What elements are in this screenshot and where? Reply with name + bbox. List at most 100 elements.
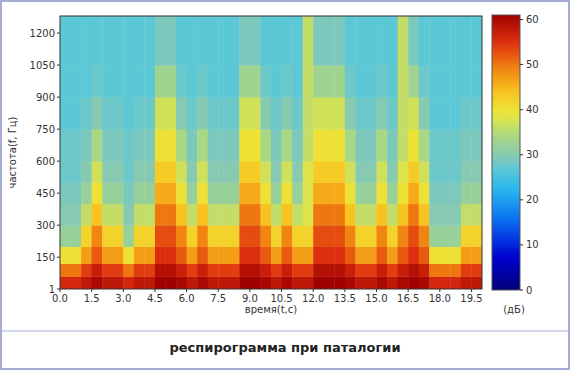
heatmap-cell xyxy=(166,97,177,129)
heatmap-cell xyxy=(92,204,103,226)
x-tick-label: 3.0 xyxy=(115,293,131,304)
heatmap-cell xyxy=(113,276,124,289)
heatmap-cell xyxy=(366,264,377,277)
heatmap-cell xyxy=(144,97,155,129)
colorbar-tick-label: 60 xyxy=(526,14,539,25)
heatmap-cell xyxy=(134,16,145,65)
heatmap-cell xyxy=(123,65,134,97)
heatmap-cell xyxy=(324,65,335,97)
heatmap-cell xyxy=(123,16,134,65)
heatmap-cell xyxy=(313,97,324,129)
heatmap-cell xyxy=(260,264,271,277)
heatmap-cell xyxy=(197,276,208,289)
heatmap-cell xyxy=(429,204,440,226)
heatmap-cell xyxy=(176,182,187,204)
heatmap-cell xyxy=(429,97,440,129)
heatmap-cell xyxy=(292,97,303,129)
heatmap-cell xyxy=(250,264,261,277)
heatmap-cell xyxy=(461,225,472,247)
heatmap-cell xyxy=(398,161,409,183)
heatmap-cell xyxy=(271,225,282,247)
heatmap-cell xyxy=(429,276,440,289)
y-tick-label: 300 xyxy=(36,220,55,231)
heatmap-cell xyxy=(218,161,229,183)
heatmap-cell xyxy=(208,225,219,247)
heatmap-cell xyxy=(450,225,461,247)
heatmap-cell xyxy=(440,182,451,204)
heatmap-cell xyxy=(419,65,430,97)
heatmap-cell xyxy=(419,161,430,183)
heatmap-cell xyxy=(366,276,377,289)
heatmap-cell xyxy=(60,276,71,289)
heatmap-cell xyxy=(218,97,229,129)
heatmap-cell xyxy=(92,16,103,65)
heatmap-cell xyxy=(398,182,409,204)
heatmap-cell xyxy=(355,182,366,204)
heatmap-cell xyxy=(292,225,303,247)
heatmap-cell xyxy=(271,204,282,226)
heatmap-cell xyxy=(218,16,229,65)
heatmap-cell xyxy=(313,225,324,247)
heatmap-cell xyxy=(471,16,482,65)
heatmap-cell xyxy=(387,161,398,183)
heatmap-cell xyxy=(113,264,124,277)
heatmap-cell xyxy=(218,264,229,277)
heatmap-cell xyxy=(471,247,482,264)
heatmap-cell xyxy=(102,182,113,204)
heatmap-cell xyxy=(176,247,187,264)
x-axis-label: время(t,c) xyxy=(245,304,297,315)
heatmap-cell xyxy=(313,182,324,204)
heatmap-cell xyxy=(313,129,324,161)
heatmap-cell xyxy=(282,97,293,129)
colorbar-tick-label: 30 xyxy=(526,149,539,160)
heatmap-cell xyxy=(197,129,208,161)
heatmap-cell xyxy=(471,65,482,97)
y-tick-label: 1200 xyxy=(30,28,55,39)
y-tick xyxy=(57,33,60,34)
heatmap-cell xyxy=(176,65,187,97)
heatmap-cell xyxy=(166,65,177,97)
heatmap-cell xyxy=(81,161,92,183)
heatmap-cell xyxy=(197,182,208,204)
heatmap-cell xyxy=(71,276,82,289)
heatmap-cell xyxy=(345,264,356,277)
heatmap-cell xyxy=(440,97,451,129)
heatmap-cell xyxy=(144,264,155,277)
heatmap-cell xyxy=(229,182,240,204)
x-tick-label: 9.0 xyxy=(242,293,258,304)
heatmap-cell xyxy=(60,225,71,247)
heatmap-cell xyxy=(324,225,335,247)
heatmap-cell xyxy=(218,129,229,161)
heatmap-cell xyxy=(377,264,388,277)
heatmap-cell xyxy=(282,65,293,97)
heatmap-cell xyxy=(355,276,366,289)
y-tick xyxy=(57,225,60,226)
heatmap-cell xyxy=(324,247,335,264)
heatmap-cell xyxy=(197,247,208,264)
heatmap-cell xyxy=(208,97,219,129)
heatmap-cell xyxy=(450,97,461,129)
heatmap-cell xyxy=(250,276,261,289)
colorbar-tick-label: 0 xyxy=(526,285,532,296)
heatmap-cell xyxy=(102,97,113,129)
colorbar-tick xyxy=(520,19,523,20)
heatmap-cell xyxy=(123,129,134,161)
heatmap-cell xyxy=(187,247,198,264)
heatmap-cell xyxy=(334,204,345,226)
chart-title: респирограмма при паталогии xyxy=(169,340,400,355)
heatmap-cell xyxy=(92,225,103,247)
heatmap-cell xyxy=(419,247,430,264)
heatmap-cell xyxy=(134,161,145,183)
heatmap-cell xyxy=(303,65,314,97)
colorbar-tick xyxy=(520,244,523,245)
heatmap-cell xyxy=(461,247,472,264)
heatmap-cell xyxy=(102,129,113,161)
heatmap-cell xyxy=(429,225,440,247)
heatmap-cell xyxy=(398,129,409,161)
heatmap-cell xyxy=(187,225,198,247)
heatmap-cell xyxy=(81,276,92,289)
heatmap-cell xyxy=(398,16,409,65)
heatmap-cell xyxy=(81,225,92,247)
heatmap-cell xyxy=(208,247,219,264)
y-tick xyxy=(57,257,60,258)
